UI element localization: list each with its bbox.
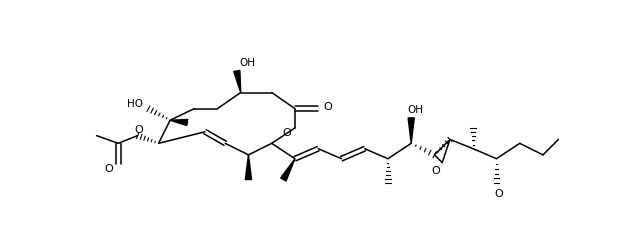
Text: O: O	[432, 166, 440, 176]
Polygon shape	[408, 118, 414, 144]
Text: O: O	[135, 125, 144, 135]
Text: OH: OH	[239, 57, 255, 68]
Text: O: O	[494, 188, 503, 198]
Text: O: O	[323, 102, 332, 112]
Text: O: O	[283, 127, 291, 137]
Polygon shape	[280, 159, 295, 181]
Polygon shape	[234, 71, 240, 93]
Text: HO: HO	[127, 99, 143, 109]
Polygon shape	[170, 120, 188, 126]
Text: OH: OH	[407, 104, 423, 114]
Polygon shape	[245, 155, 252, 180]
Text: O: O	[104, 163, 113, 173]
